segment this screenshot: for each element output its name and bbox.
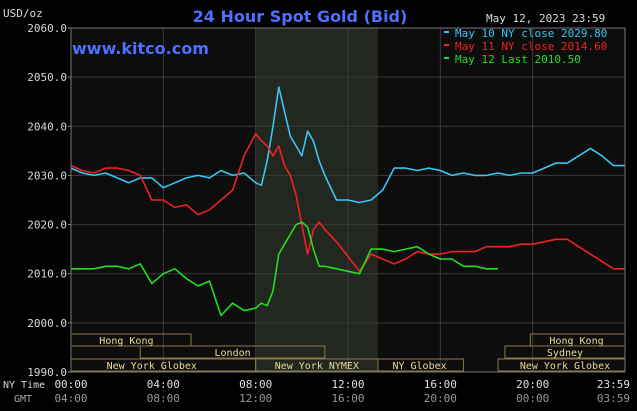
series-line [70, 132, 625, 273]
y-unit-label: USD/oz [3, 7, 43, 20]
y-tick-label: 2060.0 [27, 22, 67, 35]
legend-swatch [444, 44, 449, 46]
series-lines [70, 86, 625, 317]
x-tick-label-ny: 08:00 [239, 378, 272, 391]
y-tick-label: 2020.0 [27, 219, 67, 232]
x-tick-label-gmt: 20:00 [424, 392, 457, 405]
x-tick-label-ny: 20:00 [516, 378, 549, 391]
gmt-label: GMT [14, 394, 32, 405]
x-tick-label-ny: 23:59 [597, 378, 630, 391]
y-tick-label: 1990.0 [27, 366, 67, 379]
legend-entry: May 10 NY close 2029.80 [455, 27, 607, 40]
x-tick-label-ny: 16:00 [424, 378, 457, 391]
x-tick-label-gmt: 08:00 [147, 392, 180, 405]
session-bar [377, 358, 464, 372]
ny-time-label: NY Time [3, 380, 45, 391]
legend-swatch [444, 57, 449, 59]
session-label: NY Globex [392, 361, 446, 372]
axes: 1990.0 2000.0 2010.0 2020.0 2030.0 2040.0 2050… [27, 22, 630, 405]
session-label: New York NYMEX [275, 361, 359, 372]
x-tick-label-ny: 00:00 [54, 378, 87, 391]
session-label: London [215, 348, 251, 359]
x-tick-label-gmt: 16:00 [331, 392, 364, 405]
session-label: Hong Kong [549, 336, 603, 347]
y-tick-label: 2040.0 [27, 120, 67, 133]
session-label: Hong Kong [99, 336, 153, 347]
session-label: Sydney [547, 348, 583, 359]
session-label: New York Globex [520, 361, 610, 372]
legend-entry: May 12 Last 2010.50 [455, 53, 581, 66]
x-tick-label-gmt: 12:00 [239, 392, 272, 405]
y-tick-label: 2030.0 [27, 169, 67, 182]
session-bar [139, 345, 326, 359]
y-tick-label: 2050.0 [27, 71, 67, 84]
date-stamp: May 12, 2023 23:59 [486, 12, 605, 25]
series-line [71, 221, 498, 317]
market-sessions: Hong Kong Hong Kong London Sydney New York G… [70, 333, 626, 372]
x-tick-label-gmt: 00:00 [516, 392, 549, 405]
legend-swatch [444, 31, 449, 33]
series-line [70, 86, 625, 204]
x-tick-label-ny: 12:00 [331, 378, 364, 391]
nymex-session-highlight [255, 28, 379, 372]
y-tick-label: 2010.0 [27, 268, 67, 281]
y-tick-label: 2000.0 [27, 317, 67, 330]
x-tick-label-gmt: 03:59 [597, 392, 630, 405]
legend-entry: May 11 NY close 2014.60 [455, 40, 607, 53]
x-tick-label-gmt: 04:00 [54, 392, 87, 405]
website-label: www.kitco.com [72, 39, 209, 58]
chart-title: 24 Hour Spot Gold (Bid) [193, 7, 408, 26]
x-tick-label-ny: 04:00 [147, 378, 180, 391]
session-label: New York Globex [107, 361, 197, 372]
